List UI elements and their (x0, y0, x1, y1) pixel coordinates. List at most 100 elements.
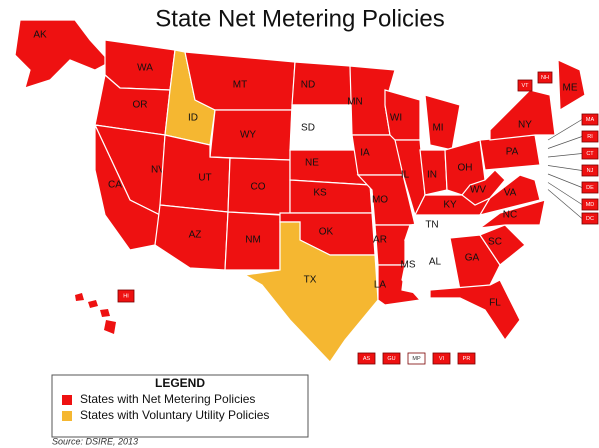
state-box (581, 181, 599, 194)
map-title: State Net Metering Policies (155, 5, 444, 32)
state-label: PR (463, 356, 471, 362)
state (477, 199, 546, 229)
state-label: VT (521, 83, 529, 89)
state (557, 59, 586, 112)
state-label: GA (465, 253, 480, 264)
state-label: VA (504, 188, 517, 199)
state-label: NM (245, 235, 261, 246)
state-box (581, 164, 599, 177)
state (154, 204, 229, 271)
leader-line (547, 189, 583, 219)
island (100, 309, 110, 317)
state-box (581, 198, 599, 211)
state-label: IN (427, 170, 437, 181)
state-box (407, 352, 426, 365)
leader-line (547, 173, 583, 188)
state (14, 19, 111, 89)
state-label: MO (372, 195, 388, 206)
state (461, 169, 506, 206)
leader-line (547, 182, 583, 205)
state-label: TN (425, 220, 438, 231)
state-label: WV (470, 185, 486, 196)
state-label: AK (33, 30, 47, 41)
state-label: NY (518, 120, 532, 131)
state-label: SC (488, 237, 502, 248)
state-label: ND (301, 80, 315, 91)
island (75, 293, 84, 301)
state-label: IA (360, 148, 370, 159)
state-label: RI (587, 134, 593, 140)
state (479, 224, 526, 266)
state-box (382, 352, 401, 365)
state-box (581, 130, 599, 143)
state-label: NJ (587, 168, 594, 174)
state-label: TX (304, 275, 317, 286)
legend-label: States with Voluntary Utility Policies (80, 408, 269, 422)
state-box (581, 113, 599, 126)
state-box (581, 212, 599, 225)
state-box (117, 289, 135, 303)
legend-swatch (62, 395, 72, 405)
state (449, 234, 501, 291)
legend-title: LEGEND (155, 376, 205, 390)
state-label: NE (305, 158, 319, 169)
state-label: OR (133, 100, 148, 111)
state-label: NC (503, 210, 517, 221)
state-label: DE (586, 185, 594, 191)
state-label: OK (319, 227, 334, 238)
state-label: CT (586, 151, 594, 157)
state-label: VI (439, 356, 445, 362)
state-label: ID (188, 113, 198, 124)
state-label: GU (387, 356, 395, 362)
island (88, 300, 98, 308)
leader-line (547, 153, 583, 158)
state-label: PA (506, 147, 519, 158)
state-label: MI (432, 123, 443, 134)
state (489, 89, 556, 141)
state-label: MD (586, 202, 595, 208)
state-box (432, 352, 451, 365)
legend-box (51, 374, 309, 438)
state-label: MA (586, 117, 595, 123)
state-label: HI (123, 293, 129, 299)
state-label: KY (443, 200, 457, 211)
state (243, 221, 379, 363)
state-label: AZ (189, 230, 202, 241)
state-label: LA (374, 280, 387, 291)
state (401, 239, 426, 296)
state (429, 279, 521, 342)
legend-swatch (62, 411, 72, 421)
state (289, 104, 356, 151)
state-label: NV (151, 165, 165, 176)
state-label: IL (401, 170, 410, 181)
leader-line (547, 119, 583, 141)
state (289, 179, 373, 214)
state-box (457, 352, 476, 365)
state-box (581, 147, 599, 160)
state-label: NH (541, 75, 549, 81)
state-box (517, 79, 533, 92)
state-label: MN (347, 97, 363, 108)
state-label: WY (240, 130, 256, 141)
source: Source: DSIRE, 2013 (52, 436, 138, 446)
state-label: SD (301, 123, 315, 134)
state-box (357, 352, 376, 365)
state-label: AS (363, 356, 371, 362)
state-label: FL (489, 298, 501, 309)
state-label: OH (458, 163, 473, 174)
state (94, 124, 161, 251)
leader-line (547, 136, 583, 149)
state-label: DC (586, 216, 594, 222)
state-label: MS (401, 260, 416, 271)
state-label: WI (390, 113, 402, 124)
state-label: KS (313, 188, 327, 199)
state-label: AL (429, 257, 442, 268)
state-label: CA (108, 180, 122, 191)
leader-line (547, 165, 583, 171)
state (478, 174, 541, 216)
state-label: UT (198, 173, 211, 184)
state-label: AR (373, 235, 387, 246)
state-label: MP (412, 356, 421, 362)
island (104, 320, 116, 334)
